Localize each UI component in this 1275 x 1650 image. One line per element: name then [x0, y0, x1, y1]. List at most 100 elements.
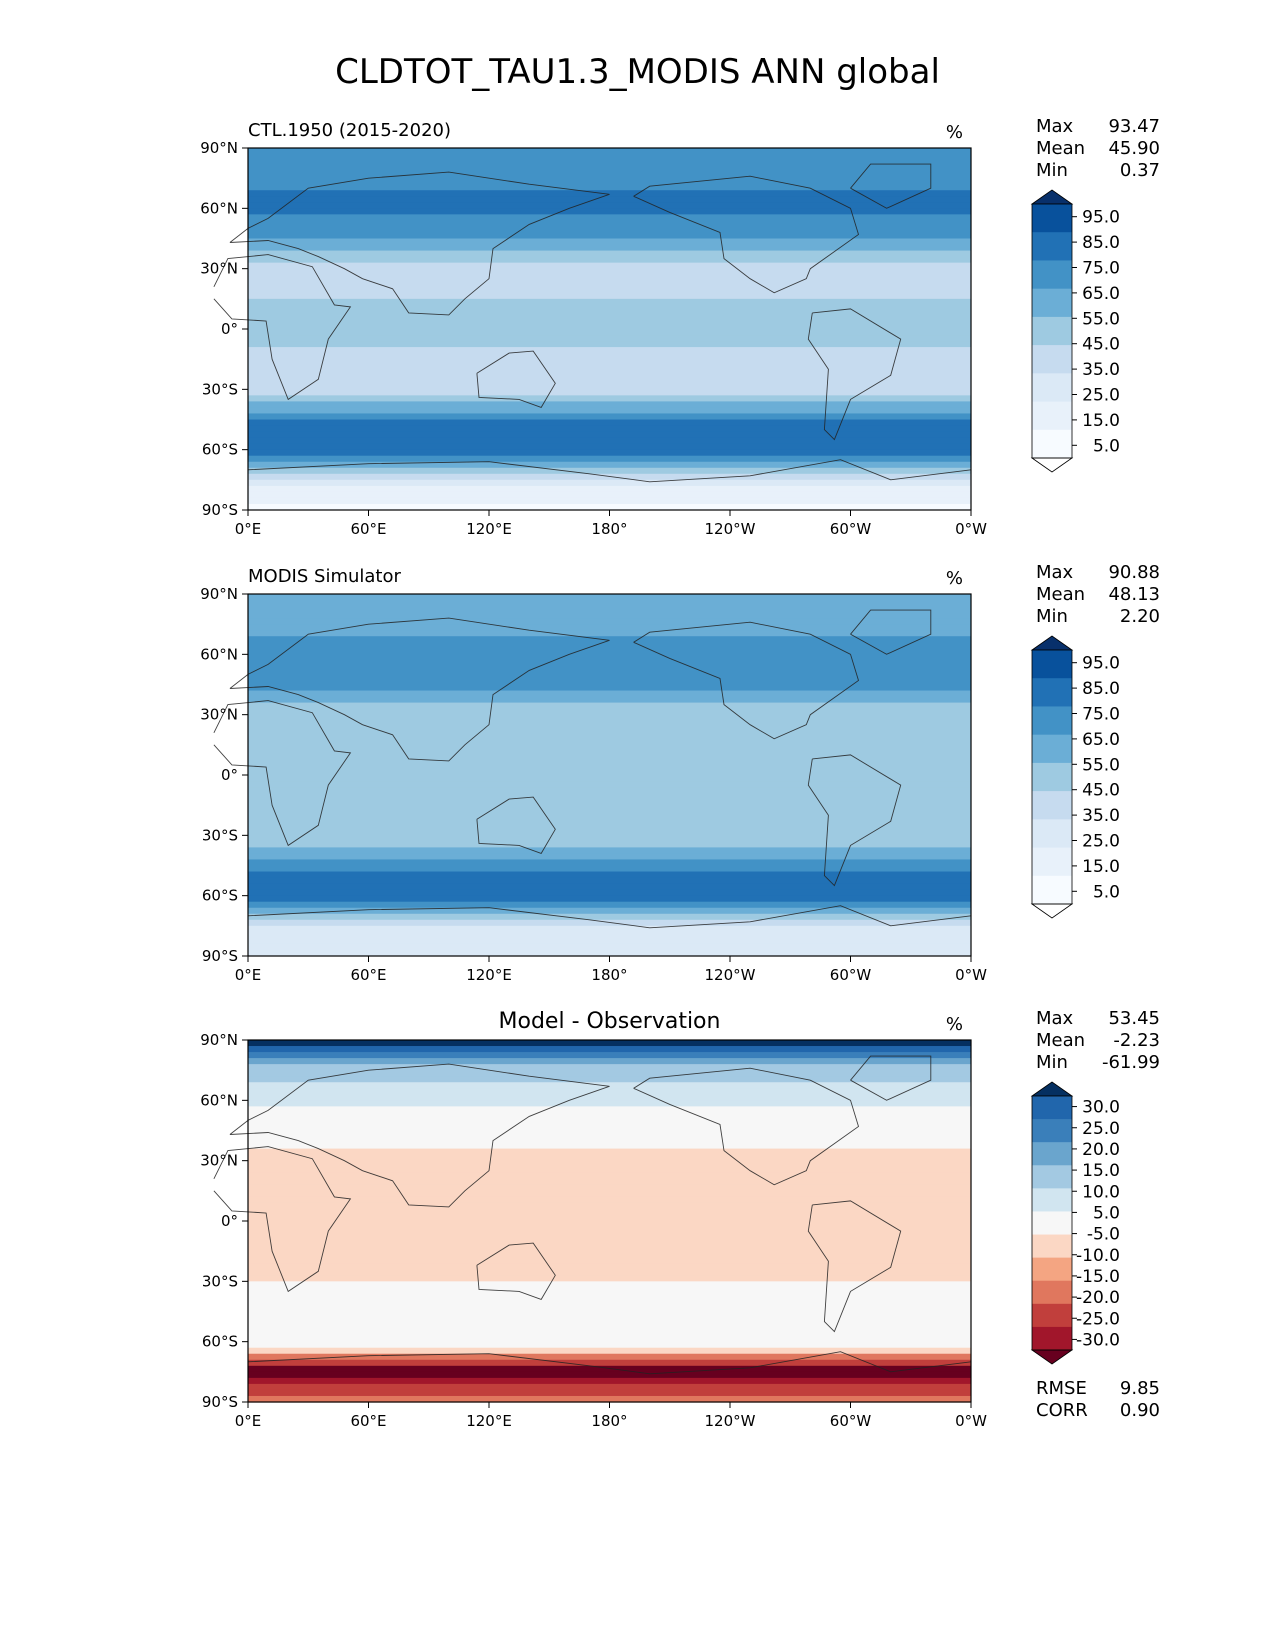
- lon-tick-label: 0°W: [955, 1412, 987, 1430]
- lat-tick-label: 0°: [221, 766, 238, 784]
- lat-band: [248, 943, 971, 951]
- lat-band: [248, 322, 971, 330]
- antarctica-outline: [247, 905, 972, 929]
- lat-band: [248, 630, 971, 637]
- lat-band: [248, 1293, 971, 1301]
- lat-tick-label: 90°S: [202, 1393, 238, 1411]
- lon-tick-label: 60°E: [350, 966, 386, 984]
- lat-band: [248, 750, 971, 758]
- colorbar-frame: [1031, 203, 1073, 459]
- lat-band: [248, 618, 971, 625]
- lat-band: [248, 1227, 971, 1234]
- colorbar-segment: [1032, 678, 1072, 707]
- lat-band: [248, 1202, 971, 1210]
- panel-model-minus-observation: Model - Observation % 0°E 60°E 120°E 180° 120°…: [200, 1008, 1160, 1430]
- stat-min-label: Min: [1036, 606, 1068, 627]
- lat-band: [248, 1166, 971, 1174]
- colorbar-segment: [1032, 1234, 1072, 1259]
- lat-band: [248, 503, 971, 511]
- lat-band: [248, 1124, 971, 1132]
- lat-tick-label: 90°N: [200, 585, 238, 603]
- colorbar-label: 5.0: [1093, 882, 1120, 902]
- stat-corr-value: 0.90: [1120, 1400, 1160, 1421]
- lon-tick-label: 120°E: [466, 966, 512, 984]
- colorbar-segment: [1032, 260, 1072, 290]
- lat-band: [248, 148, 971, 155]
- lat-band: [248, 184, 971, 191]
- stat-mean-value: -2.23: [1113, 1030, 1160, 1051]
- lat-band: [248, 811, 971, 818]
- greenland-outline: [850, 1055, 932, 1101]
- lat-band: [248, 714, 971, 722]
- lat-band: [248, 154, 971, 161]
- lat-band: [248, 1064, 971, 1071]
- colorbar-label: 20.0: [1082, 1140, 1120, 1160]
- lat-band: [248, 202, 971, 209]
- lat-band: [248, 1281, 971, 1288]
- colorbar-segment: [1032, 1326, 1072, 1351]
- lon-tick-label: 180°: [591, 520, 627, 538]
- lat-band: [248, 600, 971, 607]
- colorbar-segment: [1032, 791, 1072, 820]
- colorbar-segment: [1032, 401, 1072, 431]
- colorbar-segment: [1032, 373, 1072, 403]
- lat-band: [248, 853, 971, 861]
- lat-tick-label: 30°S: [202, 826, 238, 844]
- lat-band: [248, 1395, 971, 1403]
- lat-band: [248, 329, 971, 336]
- south-america-outline: [807, 1200, 902, 1333]
- lat-band: [248, 865, 971, 873]
- eurasia-outline: [229, 171, 610, 316]
- colorbar-segment: [1032, 1142, 1072, 1166]
- lat-band: [248, 1208, 971, 1216]
- colorbar-segment: [1032, 706, 1072, 736]
- lat-band: [248, 1154, 971, 1162]
- lat-band: [248, 1371, 971, 1379]
- lat-band: [248, 1076, 971, 1083]
- colorbar-segment: [1032, 875, 1072, 905]
- colorbar-label: 45.0: [1082, 781, 1120, 801]
- stat-mean-label: Mean: [1036, 584, 1085, 605]
- lon-tick-label: 60°W: [830, 520, 872, 538]
- lat-band: [248, 280, 971, 288]
- lon-tick-label: 0°W: [955, 966, 987, 984]
- colorbar-extend-top: [1030, 635, 1074, 651]
- lat-band: [248, 1172, 971, 1180]
- lon-tick-label: 120°W: [705, 1412, 756, 1430]
- north-america-outline: [633, 175, 860, 294]
- lat-band: [248, 497, 971, 505]
- lat-band: [248, 473, 971, 481]
- lat-band: [248, 1305, 971, 1313]
- units-label: %: [946, 1014, 963, 1035]
- lat-band: [248, 1383, 971, 1391]
- colorbar-label: 5.0: [1093, 436, 1120, 456]
- colorbar-label: 35.0: [1082, 806, 1120, 826]
- stat-rmse-value: 9.85: [1120, 1378, 1160, 1399]
- colorbar-segment: [1032, 762, 1072, 792]
- lat-band: [248, 256, 971, 264]
- lat-band: [248, 1341, 971, 1349]
- lat-band: [248, 871, 971, 879]
- lat-band: [248, 1148, 971, 1156]
- lat-band: [248, 1317, 971, 1325]
- lat-band: [248, 913, 971, 921]
- south-america-outline: [807, 308, 902, 441]
- lat-tick-label: 90°S: [202, 501, 238, 519]
- lat-band: [248, 877, 971, 885]
- lat-band: [248, 823, 971, 830]
- lat-band: [248, 1329, 971, 1337]
- lat-band: [248, 383, 971, 390]
- lat-band: [248, 1106, 971, 1113]
- stat-min-value: 0.37: [1120, 160, 1160, 181]
- lat-tick-label: 30°N: [200, 260, 238, 278]
- colorbar: [1030, 1081, 1077, 1365]
- lat-band: [248, 196, 971, 203]
- lat-band: [248, 1112, 971, 1120]
- units-label: %: [946, 122, 963, 143]
- colorbar-label: -5.0: [1087, 1225, 1120, 1245]
- lat-band: [248, 395, 971, 402]
- colorbar-label: 65.0: [1082, 284, 1120, 304]
- lat-band: [248, 660, 971, 667]
- lat-band: [248, 889, 971, 897]
- map-field: [248, 148, 971, 511]
